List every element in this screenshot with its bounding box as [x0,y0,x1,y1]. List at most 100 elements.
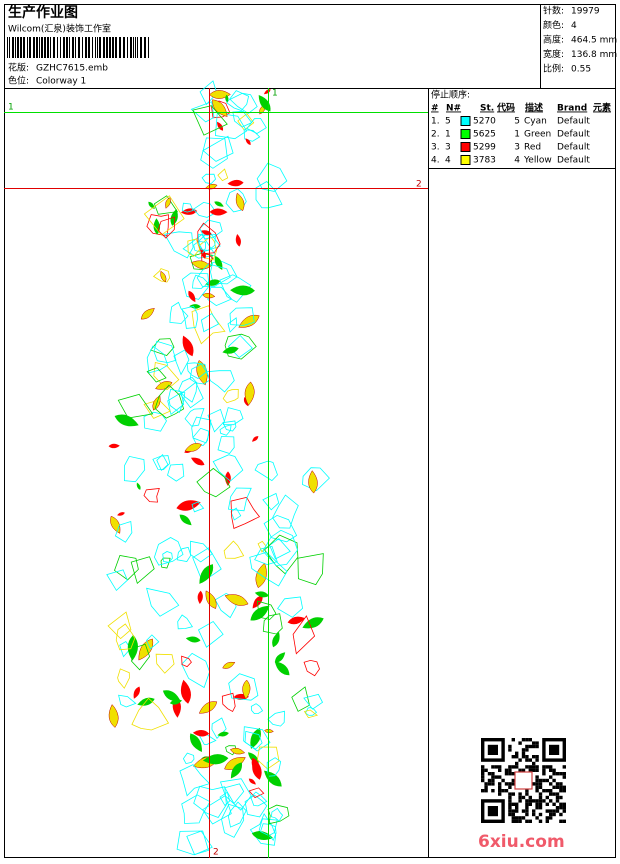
motif-outline [206,370,235,393]
motif-outline [291,686,310,712]
motif-outline [303,659,320,677]
barcode [7,37,149,58]
motif-outline [131,697,170,731]
row-code: 5 [514,117,520,127]
motif-outline [219,274,252,303]
qr-module [511,782,515,786]
qr-module [498,782,502,786]
qr-module [528,768,532,772]
barcode-bar [97,37,98,58]
motif-leaf [198,701,218,714]
qr-module [549,792,553,796]
qr-module [525,744,529,749]
qr-module [542,799,546,803]
qr-module [549,789,553,793]
motif-outline [160,557,171,569]
qr-module [532,782,536,786]
motif-leaf [162,690,181,702]
motif-outline [217,168,229,182]
motif-leaf [227,179,244,187]
qr-logo [514,771,533,790]
motif-leaf [138,638,154,661]
barcode-bar [29,37,31,58]
motif-outline [191,416,212,444]
motif-outline [192,105,228,136]
motif-leaf [209,208,228,216]
motif-outline [262,529,298,567]
qr-module [528,795,532,800]
motif-outline [179,764,211,797]
row-description: Cyan [524,117,547,127]
qr-module [555,806,560,810]
qr-module [508,782,512,786]
motif-outline [150,338,175,356]
motif-outline [187,238,201,257]
qr-module [545,765,549,769]
row-description: Red [524,143,541,153]
qr-module [525,765,529,769]
motif-outline [146,345,169,374]
row-brand: Default [557,117,590,127]
motif-outline [193,240,207,254]
qr-module [555,772,560,776]
motif-outline [221,803,245,838]
motif-outline [226,90,250,111]
qr-module [521,751,526,755]
motif-outline [303,709,319,719]
motif-leaf [244,381,255,406]
motif-outline [192,427,210,446]
motif-leaf [258,95,271,112]
motif-leaf [176,500,201,511]
qr-module [481,789,485,793]
qr-module [498,789,502,793]
qr-module [484,782,488,786]
qr-module [535,785,539,789]
motif-outline [227,317,238,333]
table-header: N# [446,104,461,114]
motif-outline [219,778,252,811]
motif-outline [152,455,171,471]
qr-module [532,741,536,745]
barcode-bar [47,37,49,58]
qr-module [515,802,519,806]
motif-outline [210,260,238,285]
motif-leaf [114,414,139,427]
design-label: 花版: [8,62,29,74]
motif-outline [106,569,128,592]
motif-outline [152,268,171,283]
motif-leaf [108,704,119,728]
barcode-bar [60,37,61,58]
qr-module [542,768,546,772]
motif-outline [227,801,247,828]
qr-module [504,772,509,776]
stop-sequence-table: 停止顺序: # N# St. 代码 描述 Brand 元素 1. 5 5270 5 Cyan Defaul… [431,89,611,166]
qr-module [498,792,502,796]
motif-outline [189,540,213,563]
motif-outline [250,703,264,714]
row-needle: 3 [445,143,451,153]
qr-module [525,809,529,813]
motif-outline [221,692,236,713]
guide-label: 1 [8,103,14,113]
qr-module [559,812,563,817]
motif-leaf [251,757,260,774]
qr-module [515,751,519,755]
qr-module [549,799,553,803]
motif-leaf [214,201,224,207]
qr-module [508,748,512,752]
barcode-bar [106,37,108,58]
qr-module [538,802,543,806]
motif-leaf [136,482,141,490]
motif-leaf [274,652,286,663]
motif-leaf [127,634,138,661]
stats: 针数: 19979 颜色: 4 高度: 464.5 mm 宽度: 136.8 mm 比例: 0.5… [543,5,617,75]
qr-module [552,772,556,776]
barcode-bar [123,37,125,58]
motif-outline [146,367,167,383]
qr-module [511,755,515,759]
motif-outline [225,745,237,756]
qr-finder [487,744,498,755]
qr-module [525,748,529,752]
qr-module [511,802,515,806]
embroidery-design [106,80,330,856]
